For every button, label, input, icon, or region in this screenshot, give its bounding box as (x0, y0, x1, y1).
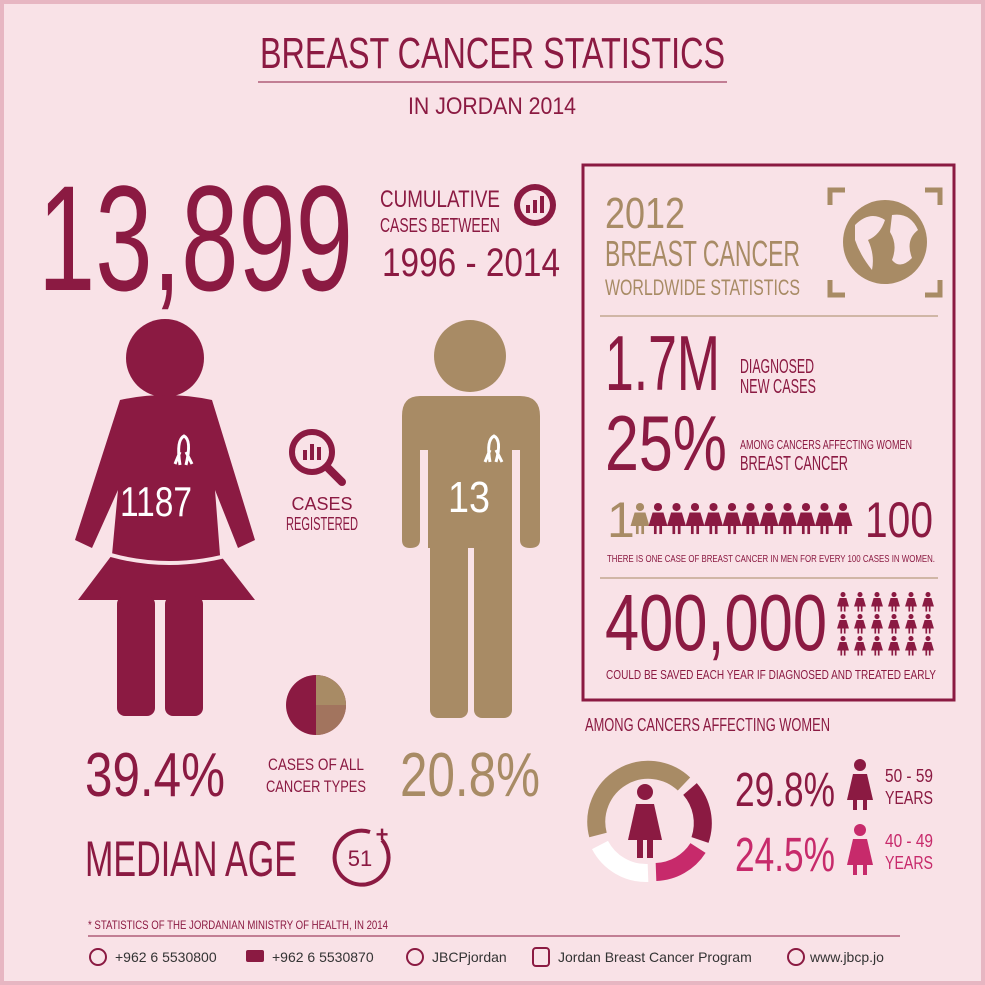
share-label: BREAST CANCER (740, 453, 848, 475)
title: BREAST CANCER STATISTICS (260, 29, 725, 78)
age-unit: YEARS (885, 788, 933, 808)
person-icon (922, 636, 934, 656)
age-percent: 29.8% (735, 764, 835, 817)
footnote: * STATISTICS OF THE JORDANIAN MINISTRY O… (88, 918, 388, 932)
share-value: 25% (605, 399, 727, 487)
cumulative-label: CUMULATIVE (380, 186, 500, 213)
person-icon (922, 614, 934, 634)
cases-all-types: CANCER TYPES (266, 777, 366, 796)
woman-icon (847, 759, 873, 810)
contact-twitter[interactable]: JBCPjordan (432, 949, 507, 965)
person-icon (871, 614, 883, 634)
person-icon (837, 614, 849, 634)
diagnosed-label: NEW CASES (740, 376, 816, 398)
woman-figure (75, 319, 255, 716)
person-icon (837, 592, 849, 612)
contact-website[interactable]: www.jbcp.jo (809, 949, 884, 965)
cumulative-label: CASES BETWEEN (380, 215, 500, 237)
worldwide-subtitle: WORLDWIDE STATISTICS (605, 275, 800, 300)
age-range: 50 - 59 (885, 766, 933, 786)
person-icon (888, 636, 900, 656)
female-percent: 39.4% (85, 741, 225, 810)
diagnosed-label: DIAGNOSED (740, 356, 814, 378)
age-groups-title: AMONG CANCERS AFFECTING WOMEN (585, 715, 830, 735)
person-icon (741, 503, 760, 535)
age-range: 40 - 49 (885, 831, 933, 851)
search-icon (289, 429, 346, 486)
saved-icons (837, 592, 934, 656)
worldwide-year: 2012 (605, 189, 685, 238)
chart-icon (514, 184, 556, 226)
worldwide-box (581, 163, 956, 702)
ribbon (173, 434, 194, 466)
contact-phone[interactable]: +962 6 5530800 (115, 949, 217, 965)
globe-icon (827, 187, 943, 298)
ratio-women: 100 (865, 492, 933, 548)
person-icon (905, 592, 917, 612)
male-percent: 20.8% (400, 741, 540, 810)
donut (587, 760, 712, 883)
person-icon (704, 503, 723, 535)
person-icon (922, 592, 934, 612)
diagnosed-value: 1.7M (605, 319, 720, 407)
cases-all-types: CASES OF ALL (268, 755, 364, 774)
person-icon (667, 503, 686, 535)
contact-icons (89, 947, 805, 967)
subtitle: IN JORDAN 2014 (408, 93, 576, 120)
person-icon (796, 503, 816, 535)
person-icon (871, 592, 883, 612)
person-icon (854, 614, 866, 634)
cases-registered: CASES (291, 494, 352, 514)
age-unit: YEARS (885, 853, 933, 873)
person-icon (833, 503, 853, 535)
person-icon (888, 614, 900, 634)
ratio-icons (630, 503, 853, 535)
pie-icon (286, 675, 346, 735)
person-icon (722, 503, 742, 535)
male-count: 13 (448, 473, 490, 522)
cumulative-number: 13,899 (38, 154, 353, 322)
person-icon (759, 503, 779, 535)
ratio-men: 1 (607, 492, 635, 548)
person-icon (685, 503, 705, 535)
median-age-value: 51 (348, 846, 372, 871)
person-icon (630, 503, 650, 535)
dress-line (94, 548, 241, 566)
contact-facebook[interactable]: Jordan Breast Cancer Program (558, 949, 752, 965)
svg-text:+: + (376, 822, 389, 847)
worldwide-title: BREAST CANCER (605, 233, 800, 274)
person-icon (854, 636, 866, 656)
share-label: AMONG CANCERS AFFECTING WOMEN (740, 437, 912, 452)
cumulative-years: 1996 - 2014 (382, 241, 560, 285)
cases-registered: REGISTERED (286, 514, 358, 534)
age-badge: + (332, 822, 391, 887)
person-icon (778, 503, 797, 535)
person-icon (837, 636, 849, 656)
person-icon (815, 503, 834, 535)
median-age-label: MEDIAN AGE (85, 831, 297, 887)
saved-value: 400,000 (605, 578, 827, 667)
person-icon (888, 592, 900, 612)
person-icon (905, 614, 917, 634)
person-icon (854, 592, 866, 612)
saved-note: COULD BE SAVED EACH YEAR IF DIAGNOSED AN… (606, 667, 936, 682)
person-icon (648, 503, 668, 535)
person-icon (905, 636, 917, 656)
ratio-note: THERE IS ONE CASE OF BREAST CANCER IN ME… (607, 554, 935, 565)
woman-icon (847, 824, 873, 875)
man-figure (402, 320, 540, 718)
ribbon (483, 434, 504, 463)
contact-fax[interactable]: +962 6 5530870 (272, 949, 374, 965)
age-percent: 24.5% (735, 829, 835, 882)
person-icon (871, 636, 883, 656)
female-count: 1187 (120, 478, 192, 525)
